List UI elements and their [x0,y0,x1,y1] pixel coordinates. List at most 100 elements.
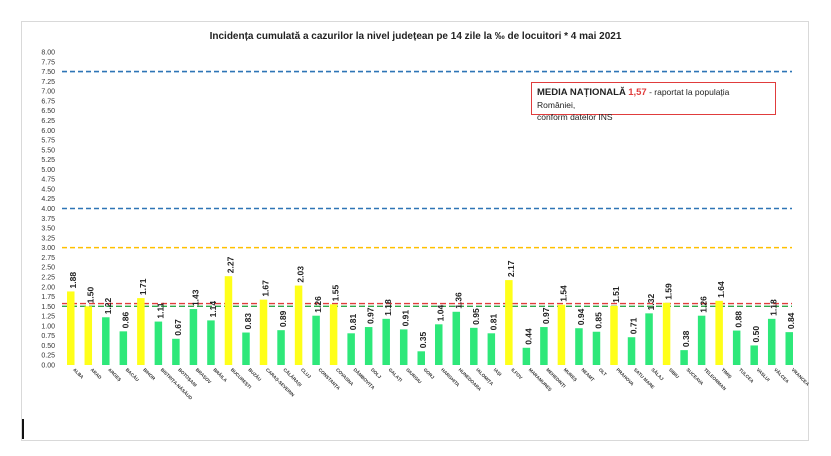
text-cursor [22,419,24,439]
bar [557,304,566,365]
value-label: 0.97 [541,307,551,324]
x-tick-label: SĂLAJ [650,366,665,381]
x-tick-label: GALAȚI [387,367,403,383]
y-tick-label: 1.50 [41,304,55,311]
note-text-1: - raportat la populația României, [537,87,730,110]
y-tick-label: 4.50 [41,186,55,193]
y-tick-label: 5.50 [41,147,55,154]
x-tick-label: NEAMȚ [580,367,595,382]
value-label: 1.14 [208,301,218,318]
bar [207,320,215,365]
value-label: 1.88 [68,272,78,289]
bar [732,330,741,365]
y-tick-label: 0.25 [41,353,55,360]
y-tick-label: 3.00 [41,245,55,252]
x-tick-label: BISTRIȚA-NĂSĂUD [160,366,195,401]
y-tick-label: 2.50 [41,265,55,272]
bar [767,318,776,365]
y-tick-label: 0.75 [41,333,55,340]
x-tick-label: IAȘI [492,367,503,378]
x-tick-label: ARAD [90,367,103,380]
x-tick-label: SUCEAVA [685,367,704,386]
value-label: 0.50 [751,326,761,343]
national-average-note: MEDIA NAȚIONALĂ 1,57 - raportat la popul… [531,82,776,122]
y-tick-label: 7.00 [41,89,55,96]
y-tick-label: 1.75 [41,294,55,301]
value-label: 0.67 [173,319,183,336]
bar [680,350,688,365]
bar [785,332,793,365]
bar [540,327,548,365]
value-label: 1.59 [664,283,674,300]
x-tick-label: OLT [598,367,608,377]
y-tick-label: 2.00 [41,284,55,291]
y-tick-label: 5.25 [41,157,55,164]
bar [697,315,706,365]
x-tick-label: ALBA [72,367,85,380]
x-tick-label: BUZĂU [247,366,263,382]
x-tick-label: SIBIU [668,367,681,380]
y-tick-label: 4.25 [41,196,55,203]
value-label: 1.11 [155,302,165,318]
value-label: 1.32 [646,294,656,311]
note-label: MEDIA NAȚIONALĂ [537,87,626,98]
value-label: 0.86 [120,312,130,329]
x-tick-label: GIURGIU [405,367,423,385]
y-tick-label: 3.50 [41,226,55,233]
x-tick-label: TIMIȘ [720,367,733,380]
y-tick-label: 7.25 [41,79,55,86]
value-label: 2.27 [225,256,235,273]
value-label: 1.26 [699,296,709,313]
bar [172,338,180,365]
bar [575,328,583,365]
y-tick-label: 5.00 [41,167,55,174]
chart-title: Incidența cumulată a cazurilor la nivel … [209,31,622,42]
note-value: 1,57 [628,87,647,98]
y-tick-label: 7.50 [41,69,55,76]
bar [399,329,408,365]
bar [67,291,75,365]
bar [224,276,233,365]
bar [119,331,128,365]
reference-lines [62,70,792,308]
y-tick-label: 0.50 [41,343,55,350]
value-label: 0.88 [734,311,744,328]
y-tick-label: 6.75 [41,98,55,105]
value-label: 2.03 [296,266,306,283]
x-tick-label: GORJ [423,367,436,380]
bar [364,327,373,365]
value-label: 1.64 [716,281,726,298]
value-label: 1.55 [331,285,341,302]
value-label: 1.18 [383,299,393,316]
bar [382,318,390,365]
x-tick-label: ARGEȘ [106,367,122,383]
value-label: 0.35 [418,331,428,348]
value-label: 0.44 [523,328,533,345]
value-labels: 1.88 1.50 1.22 0.86 1.71 1.11 0.67 1.43 1.14 2.27… [68,256,796,348]
bar [627,337,636,365]
x-tick-label: BACĂU [125,366,141,382]
bar [417,351,425,365]
x-tick-label: TULCEA [738,367,755,384]
x-tick-label: DOLJ [370,367,383,380]
y-tick-label: 1.25 [41,314,55,321]
value-label: 0.89 [278,310,288,327]
value-label: 1.36 [453,292,463,309]
bar [610,305,618,365]
x-tick-label: VÂLCEA [773,366,791,384]
bar [277,330,285,365]
value-label: 1.54 [558,285,568,302]
y-tick-label: 5.75 [41,138,55,145]
value-label: 1.71 [138,278,148,295]
value-label: 0.85 [593,312,603,329]
y-tick-label: 7.75 [41,59,55,66]
x-axis: ALBA ARAD ARGEȘ BACĂU BIHOR BISTRIȚA-NĂSĂUDBO… [72,366,811,401]
bar [505,280,513,365]
value-label: 1.51 [611,286,621,303]
bar [452,311,461,365]
bar [102,317,110,365]
value-label: 1.22 [103,297,113,314]
bar [750,345,758,365]
bar [312,315,320,365]
